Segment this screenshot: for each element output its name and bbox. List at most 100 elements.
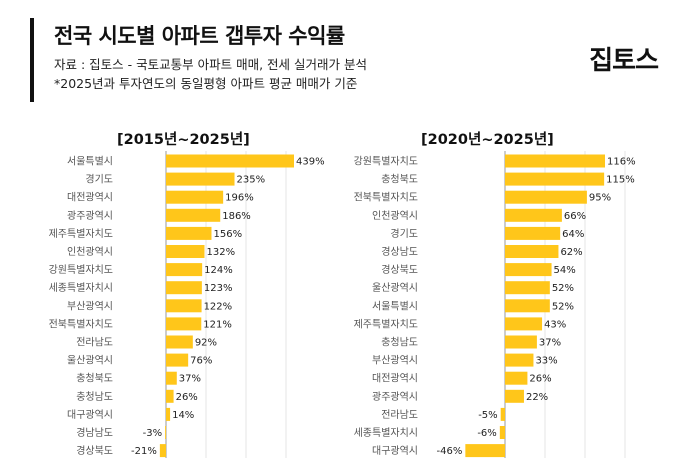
right-category-label: 전라남도: [381, 409, 418, 421]
right-category-label: 대전광역시: [372, 373, 418, 385]
left-value-label: 76%: [190, 356, 212, 367]
right-category-label: 부산광역시: [372, 355, 418, 367]
left-bar: [159, 444, 166, 458]
note-text: *2025년과 투자연도의 동일평형 아파트 평균 매매가 기준: [54, 76, 358, 91]
left-value-label: 14%: [172, 410, 194, 421]
left-category-label: 충청남도: [76, 391, 113, 403]
right-value-label: -5%: [478, 410, 497, 421]
left-value-label: 26%: [176, 392, 198, 403]
left-value-label: 37%: [179, 374, 201, 385]
right-value-label: 37%: [539, 338, 561, 349]
left-bar: [166, 317, 202, 331]
left-category-label: 제주특별자치도: [49, 228, 113, 240]
left-category-label: 강원특별자치도: [49, 264, 113, 276]
right-bar: [505, 172, 605, 186]
left-bar: [165, 426, 166, 439]
left-category-label: 세종특별자치시: [49, 282, 113, 294]
right-bar: [505, 208, 562, 222]
left-value-label: 124%: [204, 265, 233, 276]
right-bar: [505, 299, 550, 313]
left-value-label: -3%: [143, 428, 162, 439]
left-value-label: -21%: [131, 446, 157, 457]
right-category-label: 강원특별자치도: [354, 156, 418, 168]
right-bar: [499, 426, 505, 439]
right-bar: [505, 389, 524, 403]
left-bar: [166, 263, 203, 277]
right-bar: [505, 245, 559, 258]
right-value-label: 62%: [560, 247, 582, 258]
right-bar: [500, 407, 505, 421]
right-category-label: 대구광역시: [372, 445, 418, 457]
left-value-label: 196%: [225, 193, 254, 204]
right-value-label: 52%: [552, 301, 574, 312]
page-title: 전국 시도별 아파트 갭투자 수익률: [54, 24, 345, 48]
left-category-label: 대구광역시: [67, 409, 113, 421]
brand-logo: 집토스: [589, 46, 659, 76]
right-category-label: 인천광역시: [372, 210, 418, 222]
right-bar: [505, 263, 552, 277]
left-bar: [166, 281, 202, 295]
right-category-label: 전북특별자치도: [354, 192, 418, 204]
right-value-label: 64%: [562, 229, 584, 240]
left-bar: [166, 353, 189, 367]
right-value-label: 115%: [606, 175, 635, 186]
left-bar: [166, 407, 171, 421]
left-value-label: 156%: [213, 229, 242, 240]
right-category-label: 경기도: [390, 227, 418, 240]
left-value-label: 121%: [203, 319, 232, 330]
left-bar: [166, 154, 294, 168]
right-value-label: -6%: [477, 428, 496, 439]
right-bar: [505, 226, 561, 240]
right-bar: [505, 335, 537, 349]
source-text: 자료 : 집토스 - 국토교통부 아파트 매매, 전세 실거래가 분석: [54, 57, 367, 72]
left-category-label: 경기도: [85, 173, 113, 186]
left-category-label: 서울특별시: [67, 156, 113, 168]
left-bar: [166, 389, 174, 403]
right-bar: [505, 281, 550, 295]
right-category-label: 제주특별자치도: [354, 318, 418, 330]
right-category-label: 세종특별자치시: [354, 427, 418, 439]
right-category-label: 광주광역시: [372, 391, 418, 403]
left-bar: [166, 208, 221, 222]
left-bar: [166, 172, 235, 186]
left-bar: [166, 371, 177, 385]
right-category-label: 서울특별시: [372, 300, 418, 312]
left-bar: [166, 335, 193, 349]
right-value-label: 116%: [607, 157, 636, 168]
right-category-label: 충청남도: [381, 337, 418, 349]
left-value-label: 132%: [206, 247, 235, 258]
right-value-label: 26%: [529, 374, 551, 385]
right-category-label: 경상북도: [381, 263, 418, 276]
title-accent-bar: [30, 18, 34, 102]
left-bar: [166, 226, 212, 240]
right-bar: [505, 190, 587, 204]
left-bar: [166, 299, 202, 313]
right-bar: [465, 444, 505, 458]
right-category-label: 울산광역시: [372, 282, 418, 294]
left-category-label: 광주광역시: [67, 210, 113, 222]
right-value-label: 54%: [554, 265, 576, 276]
left-category-label: 충청북도: [76, 373, 113, 385]
left-category-label: 인천광역시: [67, 246, 113, 258]
left-category-label: 부산광역시: [67, 300, 113, 312]
left-value-label: 439%: [296, 157, 325, 168]
right-category-label: 충청북도: [381, 174, 418, 186]
left-category-label: 경남남도: [76, 426, 113, 439]
right-chart-title: [2020년~2025년]: [421, 132, 554, 148]
left-chart-title: [2015년~2025년]: [117, 132, 250, 148]
left-bar: [166, 190, 224, 204]
left-value-label: 122%: [204, 301, 233, 312]
right-category-label: 경상남도: [381, 245, 418, 258]
right-value-label: -46%: [437, 446, 463, 457]
left-value-label: 92%: [195, 338, 217, 349]
right-value-label: 43%: [544, 319, 566, 330]
right-value-label: 66%: [564, 211, 586, 222]
left-value-label: 123%: [204, 283, 233, 294]
right-bar: [505, 154, 605, 168]
left-category-label: 전북특별자치도: [49, 318, 113, 330]
right-value-label: 33%: [535, 356, 557, 367]
right-value-label: 95%: [589, 193, 611, 204]
left-bar: [166, 245, 205, 258]
left-value-label: 235%: [237, 175, 266, 186]
